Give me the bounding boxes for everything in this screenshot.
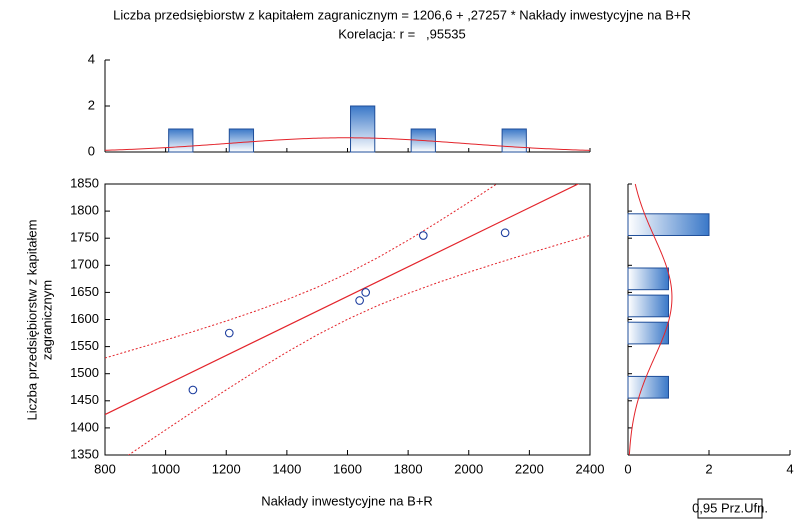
y-axis-label: zagranicznym	[39, 280, 54, 360]
y-tick-label: 1400	[70, 419, 99, 434]
chart-title: Liczba przedsiębiorstw z kapitałem zagra…	[113, 7, 691, 22]
data-point	[500, 228, 510, 238]
y-tick-label: 1450	[70, 392, 99, 407]
y-tick-label: 1550	[70, 338, 99, 353]
y-tick-label: 1600	[70, 311, 99, 326]
y-tick-label: 2	[88, 97, 95, 112]
fit-line	[105, 184, 580, 416]
data-point	[361, 288, 371, 297]
histogram-bar	[501, 128, 527, 153]
x-tick-label: 2200	[515, 461, 544, 476]
y-tick-label: 1350	[70, 446, 99, 461]
y-axis-label: Liczba przedsiębiorstw z kapitałem	[24, 220, 39, 421]
x-tick-label: 0	[624, 461, 631, 476]
histogram-bar	[627, 375, 669, 399]
x-tick-label: 2400	[576, 461, 605, 476]
x-tick-label: 4	[786, 461, 793, 476]
x-axis-label: Nakłady inwestycyjne na B+R	[261, 493, 433, 508]
plot-area	[105, 184, 590, 455]
data-point	[188, 385, 198, 395]
x-tick-label: 2	[705, 461, 712, 476]
y-tick-label: 1750	[70, 230, 99, 245]
plot-frame	[104, 183, 591, 456]
data-point	[418, 231, 428, 240]
x-tick-label: 1000	[151, 461, 180, 476]
legend-box	[697, 498, 763, 519]
y-tick-label: 1700	[70, 257, 99, 272]
chart-subtitle: Korelacja: r = ,95535	[338, 26, 466, 41]
x-tick-label: 800	[94, 461, 116, 476]
histogram-bar	[627, 294, 669, 318]
x-tick-label: 1400	[272, 461, 301, 476]
confidence-band	[105, 184, 498, 359]
histogram-bar	[228, 128, 255, 153]
normal-curve	[104, 137, 591, 151]
normal-curve	[628, 183, 673, 456]
data-point	[355, 296, 364, 305]
x-tick-label: 1200	[212, 461, 241, 476]
y-tick-label: 4	[88, 51, 95, 66]
y-tick-label: 1800	[70, 203, 99, 218]
histogram-bar	[627, 267, 669, 291]
x-tick-label: 1600	[333, 461, 362, 476]
confidence-band	[127, 234, 590, 455]
histogram-bar	[627, 321, 669, 345]
histogram-bar	[350, 105, 376, 153]
x-tick-label: 1800	[394, 461, 423, 476]
y-tick-label: 1650	[70, 284, 99, 299]
y-tick-label: 0	[88, 143, 95, 158]
data-point	[224, 328, 234, 338]
histogram-bar	[627, 213, 710, 236]
legend-label: 0,95 Prz.Ufn.	[692, 500, 768, 515]
y-tick-label: 1500	[70, 365, 99, 380]
x-tick-label: 2000	[454, 461, 483, 476]
histogram-bar	[168, 128, 194, 153]
y-tick-label: 1850	[70, 175, 99, 190]
